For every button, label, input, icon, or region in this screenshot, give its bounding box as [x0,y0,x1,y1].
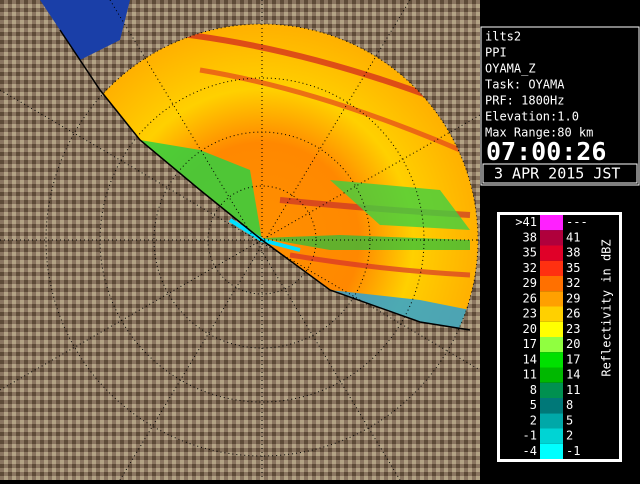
legend-low: 17 [523,337,537,351]
time: 07:00:26 [486,137,606,166]
legend-swatch [540,352,563,368]
legend-high: 29 [566,291,580,305]
legend-low: 23 [523,307,537,321]
legend-swatch [540,398,563,414]
info-line: Task: OYAMA [485,78,565,92]
legend-low: 26 [523,291,537,305]
legend-high: 38 [566,246,580,260]
date-box [482,163,638,184]
legend-low: -1 [523,429,537,443]
legend-swatch [540,306,563,322]
legend-low: 14 [523,352,537,366]
legend-low: 8 [530,383,537,397]
legend-high: -1 [566,444,580,458]
legend-high: 32 [566,276,580,290]
legend-low: 20 [523,322,537,336]
date: 3 APR 2015 JST [494,165,620,183]
legend-low: 5 [530,398,537,412]
legend-low: 11 [523,368,537,382]
legend-high: 2 [566,429,573,443]
sea [40,0,130,60]
legend-low: 38 [523,230,537,244]
legend-low: -4 [523,444,537,458]
coastline [59,29,471,331]
info-panel: ilts2 PPI OYAMA_Z Task: OYAMA PRF: 1800Hz Ele… [480,26,640,186]
legend-high: 20 [566,337,580,351]
info-line: OYAMA_Z [485,62,536,76]
map [0,0,481,481]
legend-swatch [540,291,563,307]
legend-high: 11 [566,383,580,397]
legend-swatch [540,276,563,292]
legend-high: 14 [566,368,580,382]
legend-high: 17 [566,352,580,366]
info-line: PRF: 1800Hz [485,94,564,108]
legend-high: --- [566,215,588,229]
legend-high: 41 [566,230,580,244]
legend-high: 8 [566,398,573,412]
info-line: Max Range:80 km [485,126,593,140]
legend-title: Reflectivity in dBZ [600,239,614,376]
legend-swatch [540,321,563,337]
info-line: Elevation:1.0 [485,110,579,124]
legend-high: 26 [566,307,580,321]
legend-swatch [540,337,563,353]
legend-swatch [540,260,563,276]
legend-low: 29 [523,276,537,290]
legend-low: 35 [523,246,537,260]
info-line: PPI [485,46,507,60]
legend-swatch [540,428,563,444]
legend-low: >41 [515,215,537,229]
range-rings [0,0,480,480]
legend-swatch [540,382,563,398]
legend-high: 5 [566,413,573,427]
info-line: ilts2 [485,30,521,44]
legend-swatch [540,245,563,261]
info-box [480,26,640,186]
legend-swatch [540,215,563,231]
legend-low: 32 [523,261,537,275]
legend-swatch [540,443,563,459]
legend-swatch [540,413,563,429]
legend-high: 35 [566,261,580,275]
legend-swatch [540,230,563,246]
legend-low: 2 [530,413,537,427]
legend-high: 23 [566,322,580,336]
legend-swatch [540,367,563,383]
